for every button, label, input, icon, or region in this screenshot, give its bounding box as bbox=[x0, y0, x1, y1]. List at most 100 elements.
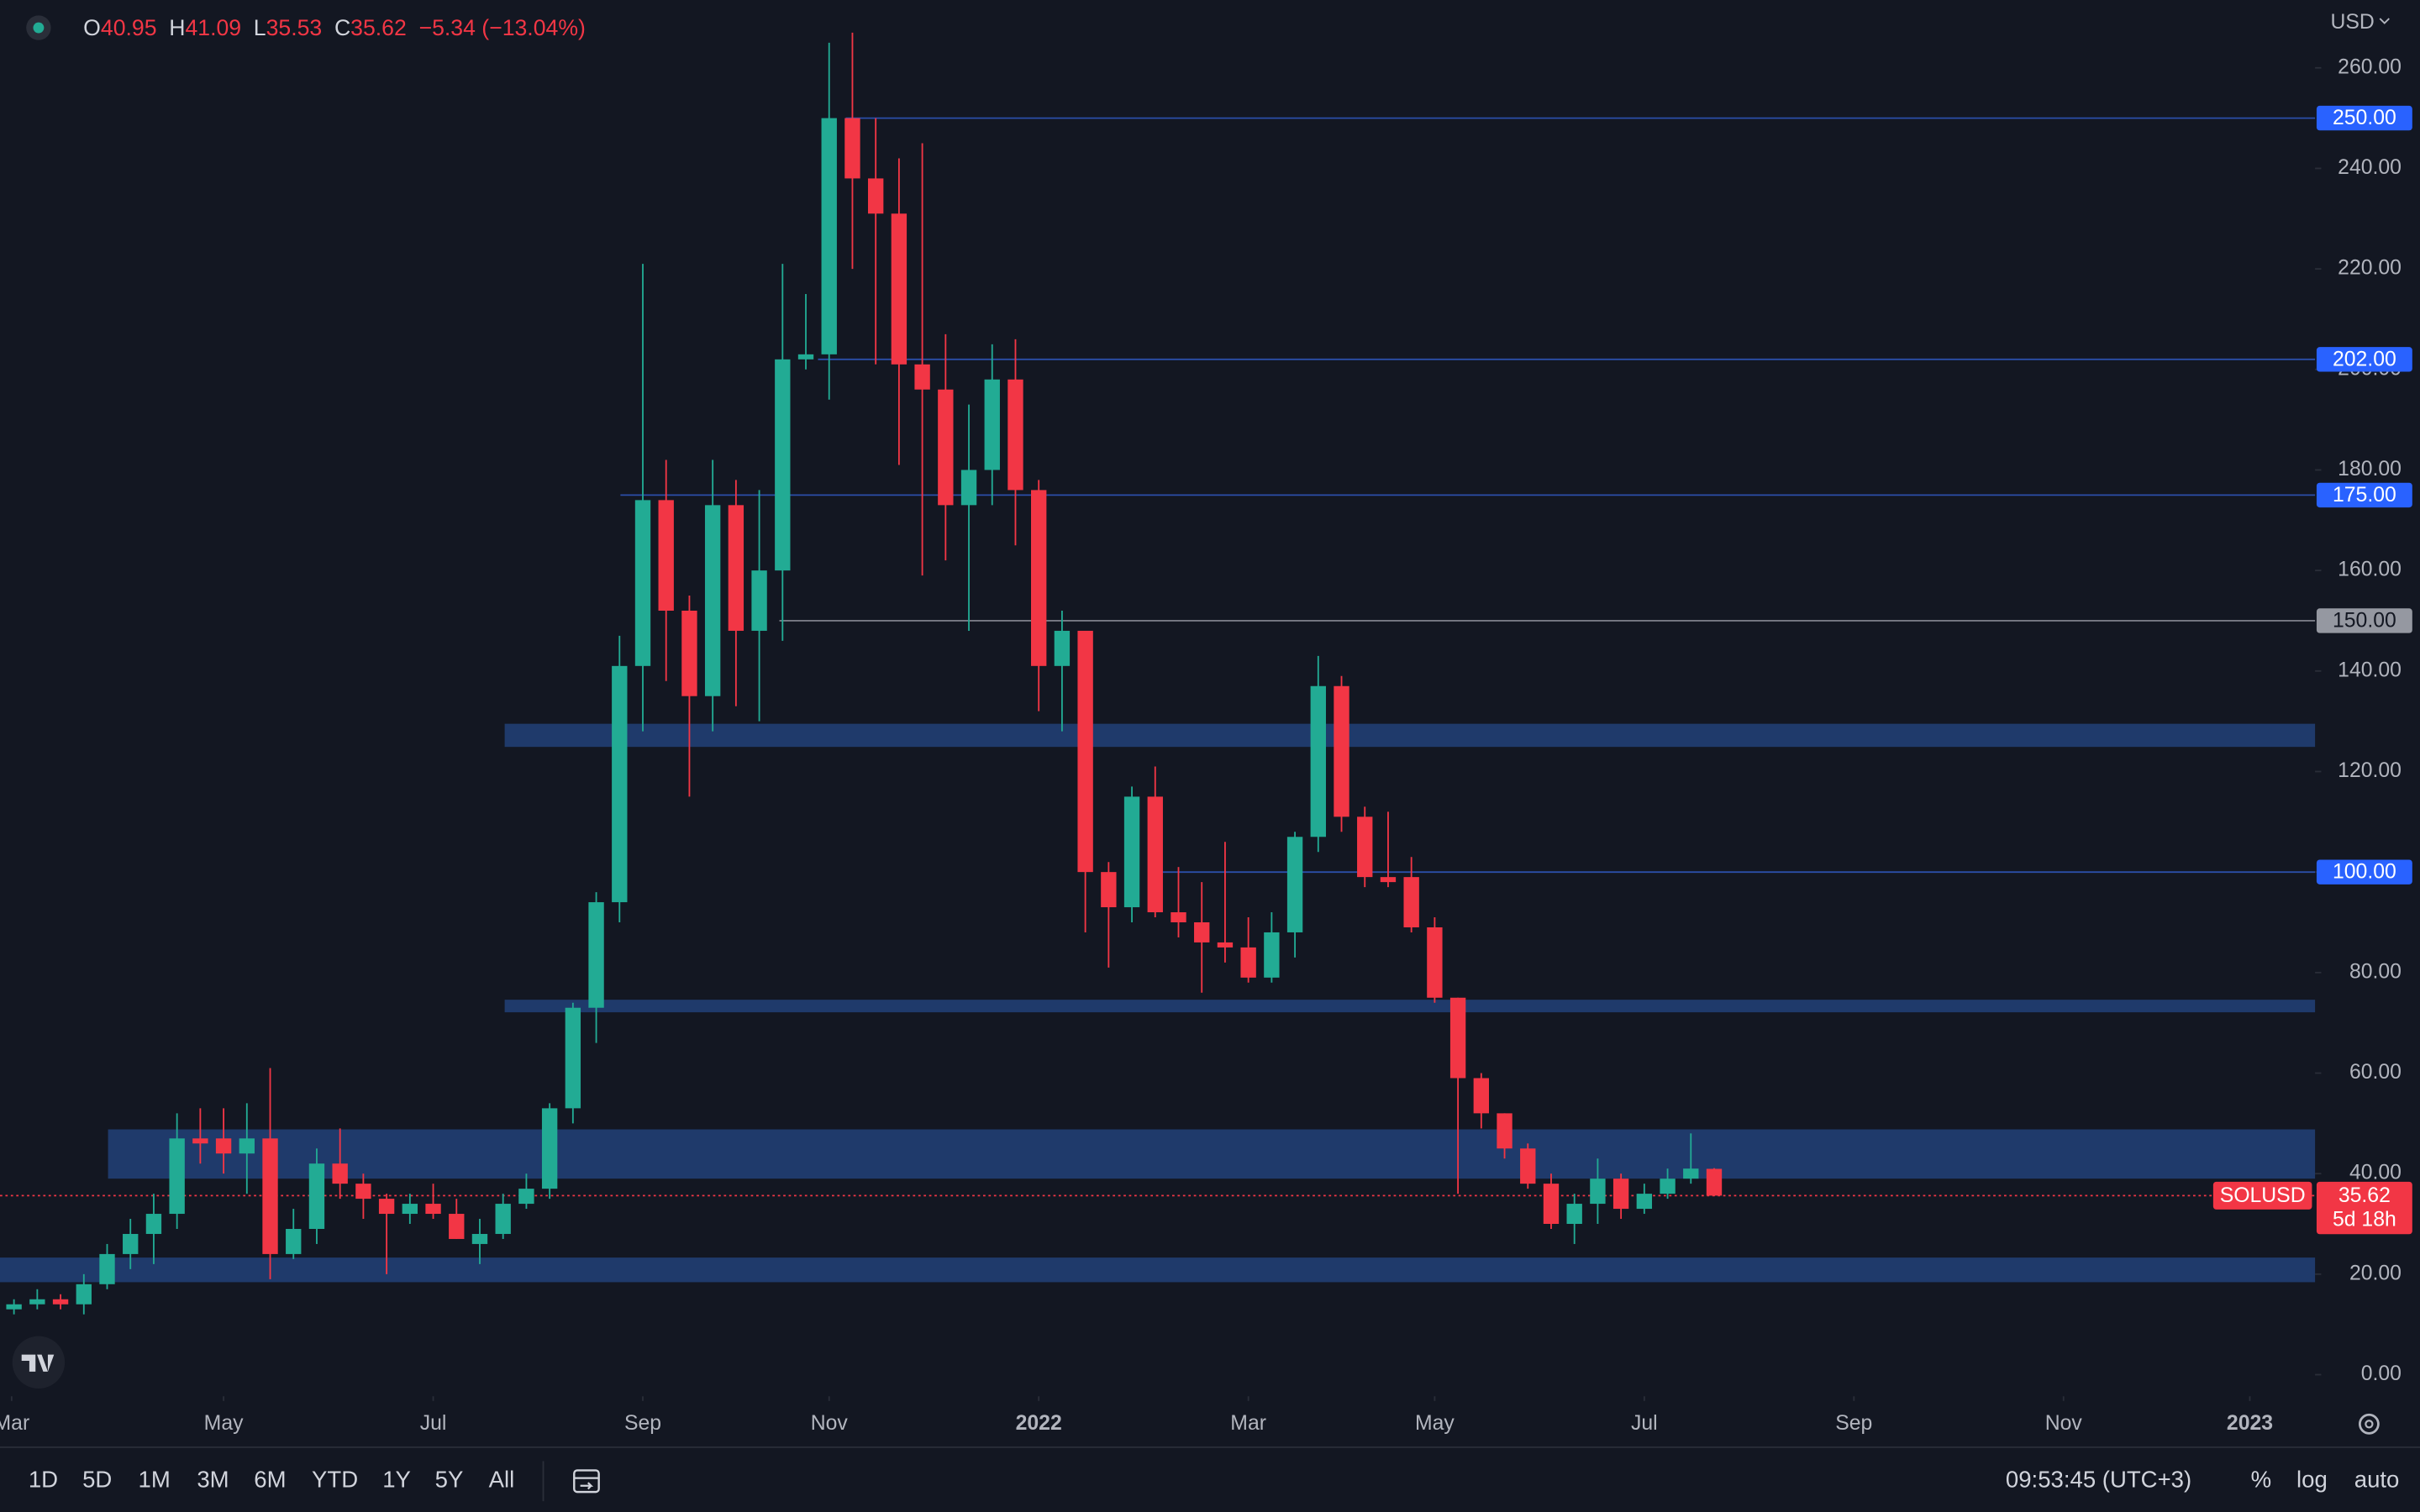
symbol-label: SOLUSD bbox=[2220, 1184, 2306, 1207]
y-tick-label: 260.00 bbox=[2338, 55, 2402, 78]
candle-body bbox=[867, 178, 884, 214]
price-level-label: 150.00 bbox=[2333, 609, 2396, 632]
y-tick-label: 160.00 bbox=[2338, 559, 2402, 581]
range-button[interactable]: 1D bbox=[29, 1467, 58, 1493]
candle-body bbox=[1497, 1113, 1512, 1149]
currency[interactable]: USD bbox=[2330, 11, 2374, 34]
price-level-label: 202.00 bbox=[2333, 348, 2396, 370]
calendar-icon[interactable] bbox=[573, 1469, 600, 1494]
candle-body bbox=[76, 1284, 92, 1305]
y-tick-label: 220.00 bbox=[2338, 257, 2402, 280]
candle-body bbox=[704, 505, 721, 696]
range-button[interactable]: All bbox=[489, 1467, 515, 1493]
candle-body bbox=[1520, 1148, 1536, 1184]
candle-body bbox=[1357, 816, 1373, 878]
candle-body bbox=[1054, 630, 1071, 666]
candle-body bbox=[239, 1138, 255, 1154]
zone bbox=[504, 1000, 2316, 1013]
candle-body bbox=[123, 1233, 139, 1254]
symbol-box bbox=[2212, 1181, 2312, 1210]
candle-body bbox=[29, 1299, 45, 1305]
candle-body bbox=[1403, 877, 1419, 927]
range-button[interactable]: 5Y bbox=[435, 1467, 464, 1493]
candle-body bbox=[495, 1204, 511, 1234]
candle-body bbox=[1171, 912, 1186, 922]
y-tick-label: 40.00 bbox=[2349, 1162, 2402, 1184]
candle-body bbox=[728, 505, 744, 631]
candle-body bbox=[215, 1138, 232, 1154]
candle-body bbox=[1147, 796, 1163, 913]
y-tick-label: 180.00 bbox=[2338, 458, 2402, 480]
candle-body bbox=[1264, 932, 1280, 978]
candle-body bbox=[1194, 921, 1210, 942]
status-dot bbox=[33, 22, 45, 34]
x-tick-label: 2023 bbox=[2227, 1412, 2273, 1435]
percent-toggle[interactable]: % bbox=[2251, 1467, 2272, 1493]
price-level-box bbox=[2316, 105, 2412, 131]
candle-body bbox=[751, 570, 767, 631]
x-tick-label: 2022 bbox=[1016, 1412, 1062, 1435]
settings-icon[interactable] bbox=[2358, 1413, 2380, 1435]
candle-body bbox=[1427, 927, 1443, 998]
log-toggle[interactable]: log bbox=[2296, 1467, 2328, 1493]
y-tick-label: 140.00 bbox=[2338, 659, 2402, 681]
legend-key: H bbox=[169, 15, 185, 40]
y-tick-label: 120.00 bbox=[2338, 759, 2402, 782]
candle-body bbox=[821, 118, 837, 354]
candle-body bbox=[1240, 947, 1256, 978]
y-tick-label: 0.00 bbox=[2361, 1362, 2402, 1385]
zone bbox=[108, 1129, 2316, 1179]
legend-key: O bbox=[83, 15, 101, 40]
candle-body bbox=[1449, 997, 1466, 1079]
candle-body bbox=[286, 1228, 302, 1254]
candle-body bbox=[1031, 490, 1047, 666]
legend-value: 40.95 bbox=[101, 15, 157, 40]
candle-body bbox=[634, 500, 651, 666]
candle-body bbox=[1660, 1179, 1676, 1194]
candle-body bbox=[1590, 1179, 1606, 1205]
auto-toggle[interactable]: auto bbox=[2354, 1467, 2400, 1493]
range-button[interactable]: 6M bbox=[254, 1467, 286, 1493]
candle-body bbox=[658, 500, 674, 612]
candle-body bbox=[1310, 685, 1326, 837]
candle-body bbox=[355, 1184, 371, 1200]
range-button[interactable]: 1M bbox=[139, 1467, 171, 1493]
candle-body bbox=[402, 1204, 418, 1215]
candle-body bbox=[1473, 1078, 1490, 1114]
legend-value: 41.09 bbox=[185, 15, 241, 40]
tv-logo bbox=[12, 1336, 66, 1389]
candle-body bbox=[1101, 872, 1117, 908]
candle-body bbox=[449, 1214, 465, 1239]
currency-caret bbox=[2379, 18, 2390, 24]
x-tick-label: Sep bbox=[1835, 1412, 1872, 1435]
candle-body bbox=[1123, 796, 1140, 908]
price-level-label: 250.00 bbox=[2333, 107, 2396, 129]
legend-change: −5.34 (−13.04%) bbox=[419, 15, 586, 40]
candle-body bbox=[6, 1304, 22, 1310]
candle-body bbox=[1706, 1168, 1723, 1196]
price-level-label: 100.00 bbox=[2333, 861, 2396, 884]
candle-body bbox=[681, 611, 697, 696]
y-tick-label: 60.00 bbox=[2349, 1061, 2402, 1084]
last-price-box bbox=[2316, 1181, 2412, 1235]
range-button[interactable]: 1Y bbox=[382, 1467, 411, 1493]
range-button[interactable]: 3M bbox=[197, 1467, 229, 1493]
x-tick-label: May bbox=[1415, 1412, 1455, 1435]
candle-body bbox=[891, 213, 908, 365]
range-button[interactable]: YTD bbox=[312, 1467, 358, 1493]
price-level-label: 175.00 bbox=[2333, 484, 2396, 507]
price-level-box bbox=[2316, 859, 2412, 885]
candle-body bbox=[960, 470, 977, 506]
candle-body bbox=[797, 354, 814, 360]
candle-body bbox=[1077, 630, 1093, 873]
candle-body bbox=[914, 364, 930, 390]
candle-body bbox=[984, 379, 1000, 470]
candle-body bbox=[192, 1138, 208, 1144]
range-button[interactable]: 5D bbox=[82, 1467, 112, 1493]
candle-body bbox=[1380, 877, 1397, 883]
legend-key: L bbox=[254, 15, 266, 40]
candle-body bbox=[425, 1204, 441, 1215]
candle-body bbox=[145, 1214, 162, 1234]
price-level-box bbox=[2316, 608, 2412, 633]
